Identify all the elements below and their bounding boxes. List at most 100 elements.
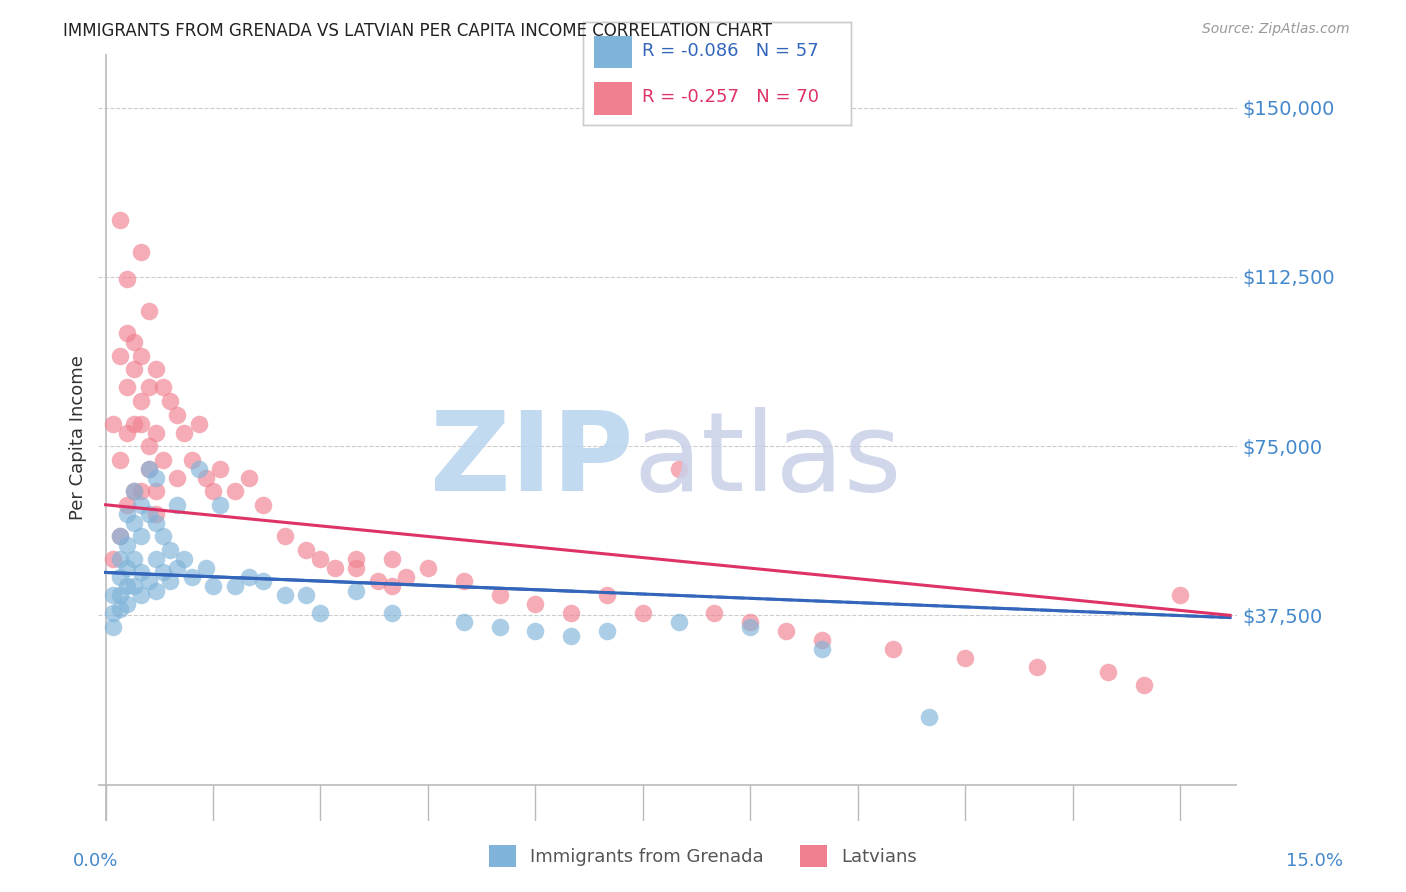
Point <box>115 597 138 611</box>
Text: ZIP: ZIP <box>430 407 634 514</box>
Point <box>238 570 260 584</box>
Point <box>122 417 145 431</box>
Point <box>224 484 246 499</box>
Point <box>202 579 225 593</box>
Point <box>152 566 174 580</box>
Point <box>122 552 145 566</box>
Point <box>138 574 160 589</box>
Point <box>596 588 619 602</box>
Point <box>138 439 160 453</box>
Point <box>560 629 582 643</box>
Point <box>1168 588 1191 602</box>
Point <box>1133 678 1156 692</box>
Point <box>488 619 510 633</box>
Point <box>187 417 209 431</box>
Point <box>108 213 131 227</box>
Point <box>209 461 232 475</box>
Point <box>187 461 209 475</box>
Legend: Immigrants from Grenada, Latvians: Immigrants from Grenada, Latvians <box>481 838 925 874</box>
Point <box>953 651 976 665</box>
Point <box>344 561 367 575</box>
Point <box>101 552 124 566</box>
Point <box>152 452 174 467</box>
Point <box>115 326 138 341</box>
Point <box>108 529 131 543</box>
Point <box>138 507 160 521</box>
Point <box>202 484 225 499</box>
Point <box>775 624 797 639</box>
Point <box>252 498 274 512</box>
Point <box>138 303 160 318</box>
Point <box>159 574 181 589</box>
Point <box>138 461 160 475</box>
Point <box>115 561 138 575</box>
Point <box>180 452 202 467</box>
Point <box>1025 660 1047 674</box>
Point <box>131 394 153 409</box>
Text: R = -0.086   N = 57: R = -0.086 N = 57 <box>643 42 820 60</box>
Point <box>811 642 834 657</box>
Point <box>131 349 153 363</box>
Point <box>740 615 762 629</box>
Point <box>180 570 202 584</box>
Bar <box>595 82 631 114</box>
Text: atlas: atlas <box>634 407 903 514</box>
Point <box>115 272 138 286</box>
Point <box>159 542 181 557</box>
Point <box>273 529 295 543</box>
Point <box>295 542 318 557</box>
Point <box>381 579 404 593</box>
Point <box>115 538 138 552</box>
Point <box>194 471 217 485</box>
Point <box>224 579 246 593</box>
Point <box>131 498 153 512</box>
Point <box>159 394 181 409</box>
Text: IMMIGRANTS FROM GRENADA VS LATVIAN PER CAPITA INCOME CORRELATION CHART: IMMIGRANTS FROM GRENADA VS LATVIAN PER C… <box>63 22 772 40</box>
Point <box>381 606 404 620</box>
Point <box>115 380 138 394</box>
Point <box>115 579 138 593</box>
Point <box>668 615 690 629</box>
Point <box>131 417 153 431</box>
Point <box>367 574 389 589</box>
Point <box>131 588 153 602</box>
Point <box>309 552 332 566</box>
Point <box>194 561 217 575</box>
Point <box>882 642 904 657</box>
Point <box>115 425 138 440</box>
Point <box>811 633 834 648</box>
Point <box>166 561 188 575</box>
Point <box>115 507 138 521</box>
Point <box>108 601 131 615</box>
Point <box>381 552 404 566</box>
Point <box>138 380 160 394</box>
Point <box>209 498 232 512</box>
Point <box>145 552 167 566</box>
Point <box>115 498 138 512</box>
Point <box>145 471 167 485</box>
Point <box>122 484 145 499</box>
Point <box>145 484 167 499</box>
Point <box>108 452 131 467</box>
Text: 0.0%: 0.0% <box>73 852 118 870</box>
Point <box>703 606 725 620</box>
Point <box>173 425 195 440</box>
Point <box>668 461 690 475</box>
Point <box>166 498 188 512</box>
Point <box>122 362 145 376</box>
Point <box>108 529 131 543</box>
Text: R = -0.257   N = 70: R = -0.257 N = 70 <box>643 88 820 106</box>
Point <box>323 561 346 575</box>
Point <box>740 619 762 633</box>
Point <box>122 484 145 499</box>
Point <box>108 349 131 363</box>
Point <box>108 588 131 602</box>
Point <box>344 583 367 598</box>
Point <box>453 574 475 589</box>
Point <box>108 552 131 566</box>
Point <box>101 606 124 620</box>
Point <box>488 588 510 602</box>
Point <box>309 606 332 620</box>
Point <box>1097 665 1119 679</box>
Point <box>252 574 274 589</box>
